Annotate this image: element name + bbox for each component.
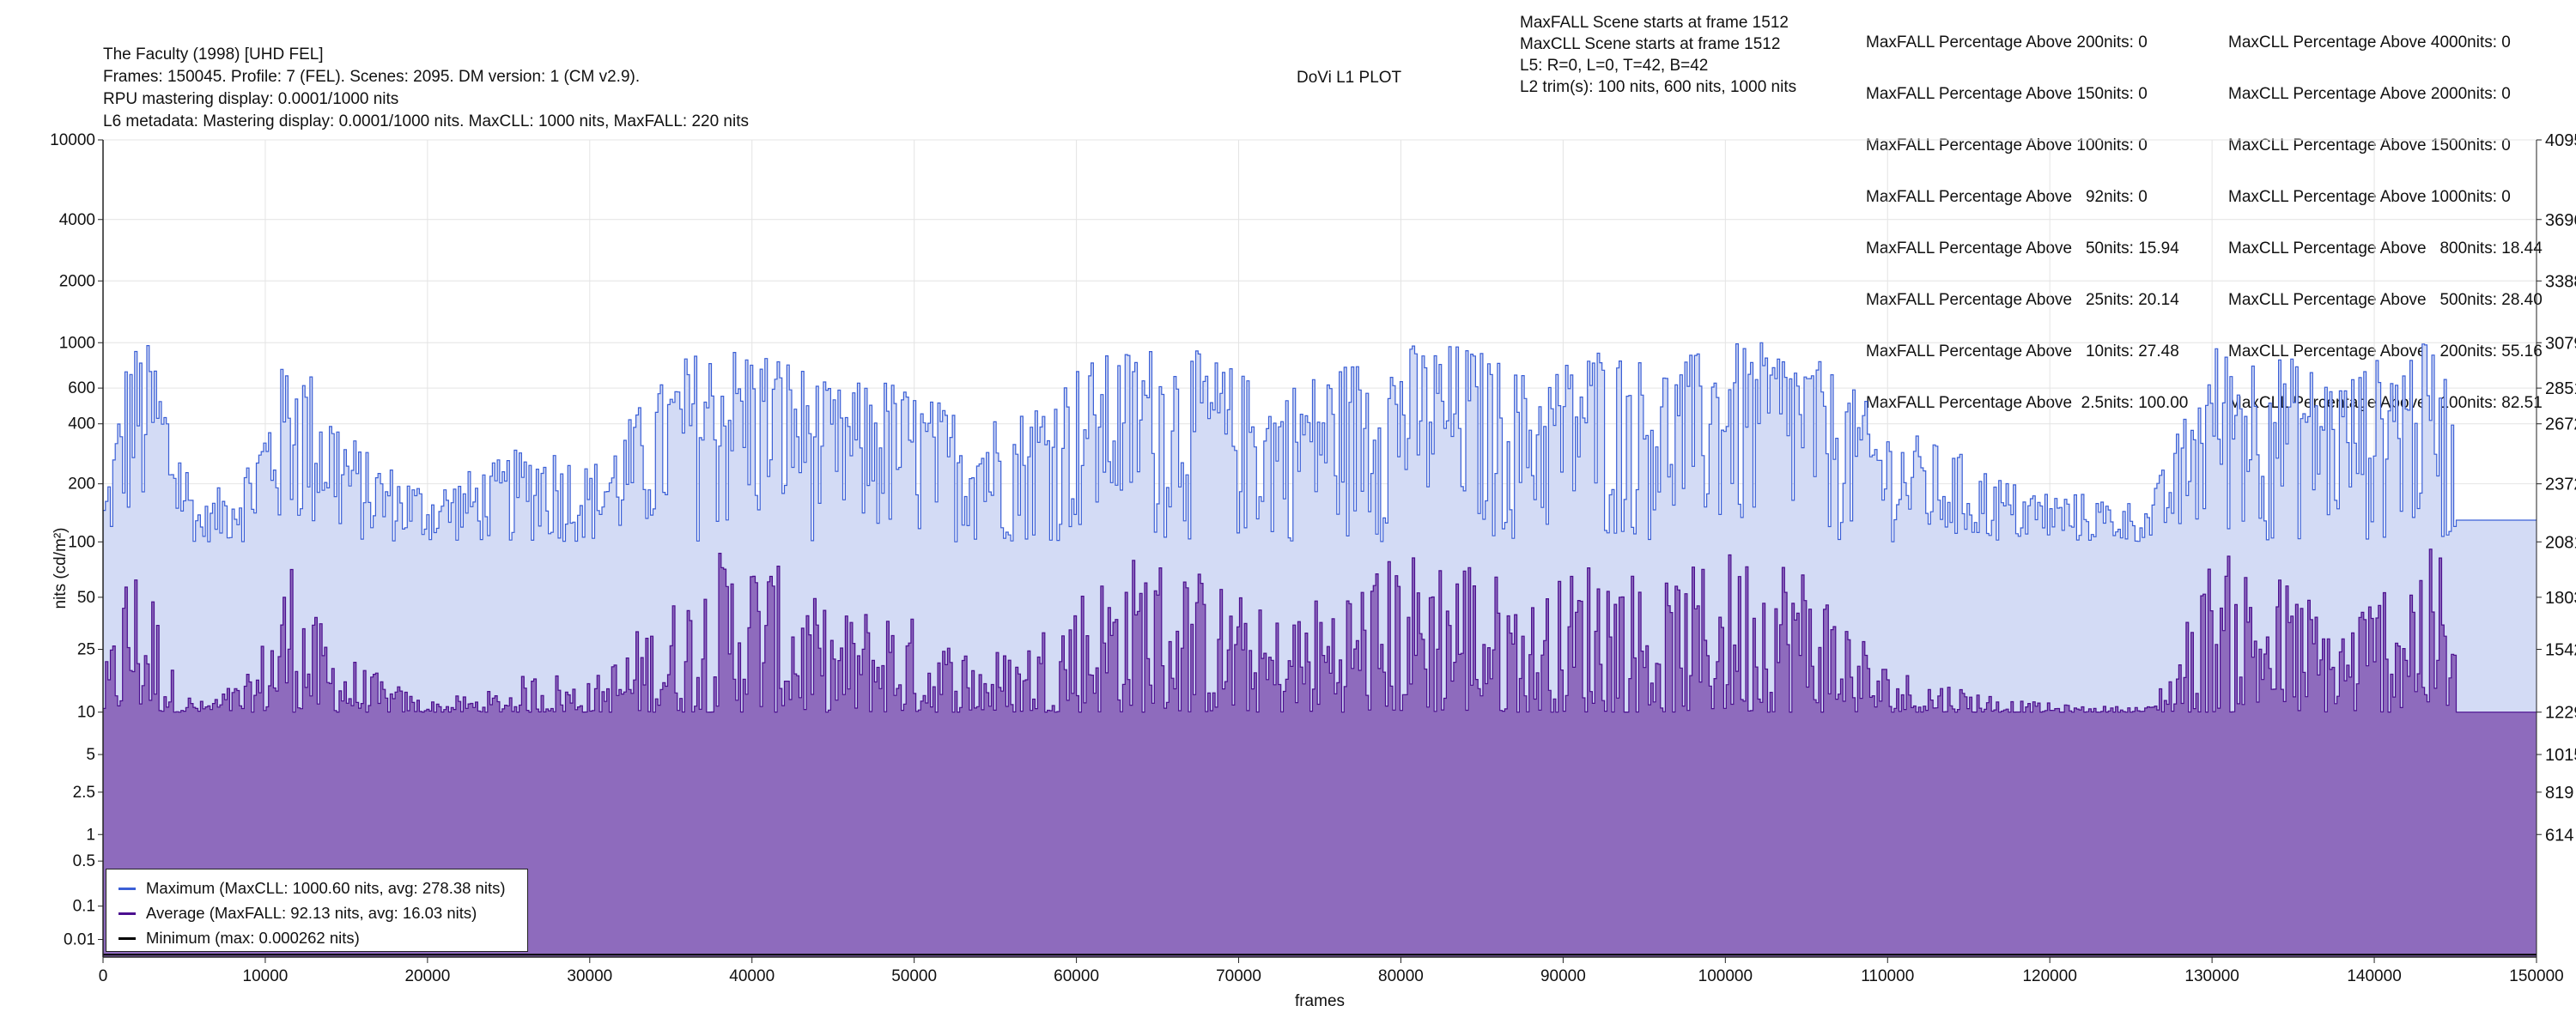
x-tick-label: 10000	[243, 967, 289, 985]
frames-info: Frames: 150045. Profile: 7 (FEL). Scenes…	[103, 68, 641, 86]
maxfall-pct-row: MaxFALL Percentage Above 150nits: 0	[1866, 85, 2148, 103]
maxcll-pct-row: MaxCLL Percentage Above 1000nits: 0	[2228, 188, 2511, 206]
y2-tick-label: 614	[2545, 826, 2573, 845]
legend-label-maximum: Maximum (MaxCLL: 1000.60 nits, avg: 278.…	[146, 879, 506, 897]
y-tick-label: 0.5	[73, 852, 95, 870]
chart-title: The Faculty (1998) [UHD FEL]	[103, 45, 324, 64]
maxfall-pct-row: MaxFALL Percentage Above 200nits: 0	[1866, 33, 2148, 52]
y2-tick-label: 2081	[2545, 533, 2576, 552]
x-tick-label: 70000	[1216, 967, 1261, 985]
y2-tick-label: 3079	[2545, 334, 2576, 353]
y-tick-label: 10	[77, 704, 95, 722]
maxcll-scene-info: MaxCLL Scene starts at frame 1512	[1520, 35, 1781, 53]
y-tick-label: 4000	[59, 211, 95, 229]
y2-tick-label: 819	[2545, 784, 2573, 803]
average-area	[103, 548, 2537, 957]
maxfall-pct-row: MaxFALL Percentage Above 50nits: 15.94	[1866, 239, 2179, 258]
maxcll-pct-row: MaxCLL Percentage Above 500nits: 28.40	[2228, 291, 2543, 309]
x-tick-label: 100000	[1698, 967, 1753, 985]
x-tick-label: 50000	[891, 967, 937, 985]
legend-item-minimum: Minimum (max: 0.000262 nits)	[118, 926, 360, 950]
x-tick-label: 150000	[2509, 967, 2563, 985]
legend-label-minimum: Minimum (max: 0.000262 nits)	[146, 929, 360, 947]
y-tick-label: 200	[68, 476, 95, 494]
y-tick-label: 50	[77, 589, 95, 607]
maxcll-pct-row: MaxCLL Percentage Above 800nits: 18.44	[2228, 239, 2543, 258]
y-tick-label: 0.1	[73, 898, 95, 916]
x-tick-label: 40000	[729, 967, 775, 985]
y-tick-label: 1	[86, 826, 95, 844]
y-tick-label: 5	[86, 746, 95, 764]
series-layer	[103, 342, 2537, 957]
legend-item-maximum: Maximum (MaxCLL: 1000.60 nits, avg: 278.…	[118, 876, 506, 900]
x-tick-label: 140000	[2347, 967, 2401, 985]
y2-tick-label: 2851	[2545, 379, 2576, 398]
l6-metadata-info: L6 metadata: Mastering display: 0.0001/1…	[103, 112, 749, 130]
plot-name: DoVi L1 PLOT	[1297, 69, 1402, 87]
x-tick-label: 130000	[2184, 967, 2239, 985]
maxfall-pct-row: MaxFALL Percentage Above 100nits: 0	[1866, 136, 2148, 154]
maxfall-scene-info: MaxFALL Scene starts at frame 1512	[1520, 14, 1789, 32]
maxfall-pct-row: MaxFALL Percentage Above 25nits: 20.14	[1866, 291, 2179, 309]
y-tick-label: 0.01	[64, 931, 95, 949]
average-series-line	[103, 548, 2537, 713]
legend-swatch-minimum	[118, 936, 136, 940]
legend-item-average: Average (MaxFALL: 92.13 nits, avg: 16.03…	[118, 901, 477, 925]
maxcll-pct-row: MaxCLL Percentage Above 4000nits: 0	[2228, 33, 2511, 52]
y-axis-label: nits (cd/m²)	[52, 528, 70, 609]
legend-swatch-maximum	[118, 887, 136, 890]
l5-info: L5: R=0, L=0, T=42, B=42	[1520, 57, 1709, 75]
maximum-series-line	[103, 342, 2537, 542]
maxfall-pct-row: MaxFALL Percentage Above 2.5nits: 100.00	[1866, 394, 2189, 412]
x-tick-label: 60000	[1054, 967, 1099, 985]
y2-tick-label: 1803	[2545, 589, 2576, 608]
x-tick-label: 0	[99, 967, 108, 985]
rpu-mastering-info: RPU mastering display: 0.0001/1000 nits	[103, 90, 399, 108]
y2-tick-label: 3388	[2545, 272, 2576, 291]
y-tick-label: 2000	[59, 272, 95, 290]
axes: 1000040954000369620003388100030796002851…	[50, 131, 2576, 985]
legend-swatch-average	[118, 912, 136, 915]
y2-tick-label: 2372	[2545, 476, 2576, 494]
y-tick-label: 600	[68, 379, 95, 397]
maxcll-pct-row: MaxCLL Percentage Above 2000nits: 0	[2228, 85, 2511, 103]
maxcll-pct-row: MaxCLL Percentage Above 1500nits: 0	[2228, 136, 2511, 154]
maxfall-percentages: MaxFALL Percentage Above 200nits: 0 MaxF…	[1866, 0, 2188, 429]
y-tick-label: 400	[68, 415, 95, 433]
maxfall-pct-row: MaxFALL Percentage Above 10nits: 27.48	[1866, 342, 2179, 360]
y2-tick-label: 1542	[2545, 641, 2576, 660]
maxcll-pct-row: MaxCLL Percentage Above 100nits: 82.51	[2228, 394, 2543, 412]
x-tick-label: 110000	[1861, 967, 1914, 985]
x-tick-label: 80000	[1378, 967, 1424, 985]
y-tick-label: 1000	[59, 334, 95, 352]
y2-tick-label: 4095	[2545, 131, 2576, 150]
l2-trims-info: L2 trim(s): 100 nits, 600 nits, 1000 nit…	[1520, 78, 1797, 96]
x-axis-label: frames	[1295, 992, 1345, 1010]
y-tick-label: 2.5	[73, 784, 95, 802]
y-tick-label: 10000	[50, 131, 95, 149]
maxcll-percentages: MaxCLL Percentage Above 4000nits: 0 MaxC…	[2228, 0, 2543, 429]
y-tick-label: 25	[77, 641, 95, 659]
maxfall-pct-row: MaxFALL Percentage Above 92nits: 0	[1866, 188, 2148, 206]
y2-tick-label: 1015	[2545, 746, 2576, 765]
x-tick-label: 90000	[1540, 967, 1586, 985]
maxcll-pct-row: MaxCLL Percentage Above 200nits: 55.16	[2228, 342, 2543, 360]
x-tick-label: 120000	[2022, 967, 2076, 985]
x-tick-label: 20000	[404, 967, 450, 985]
legend-label-average: Average (MaxFALL: 92.13 nits, avg: 16.03…	[146, 904, 477, 922]
y-tick-label: 100	[68, 533, 95, 551]
y2-tick-label: 1229	[2545, 704, 2576, 723]
y2-tick-label: 3696	[2545, 211, 2576, 230]
x-tick-label: 30000	[567, 967, 612, 985]
legend: Maximum (MaxCLL: 1000.60 nits, avg: 278.…	[106, 869, 528, 952]
